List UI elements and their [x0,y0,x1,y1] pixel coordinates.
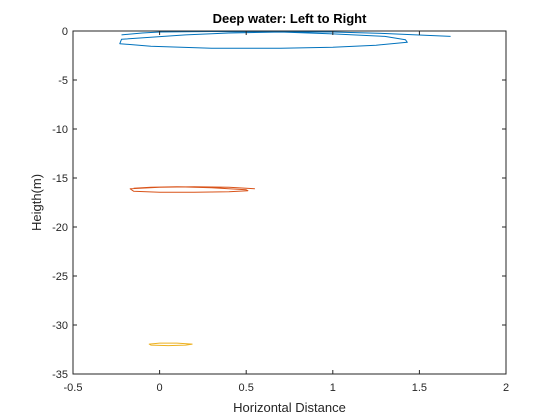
y-tick-label: -30 [52,320,68,332]
y-axis-label: Heigth(m) [29,174,44,231]
x-tick-label: 0.5 [239,382,254,394]
y-tick-label: 0 [62,26,68,38]
chart-title: Deep water: Left to Right [213,11,368,26]
ticks-layer: -0.5 0 0.5 1 1.5 2 0 -5 -10 -15 -20 -25 -30 -35 [52,26,509,394]
plot-area [73,31,506,374]
x-tick-label: 1 [330,382,336,394]
y-tick-label: -10 [52,124,68,136]
y-tick-label: -35 [52,369,68,381]
x-tick-label: -0.5 [64,382,83,394]
series-line-2 [129,186,255,193]
series-line-3 [148,342,193,347]
x-axis-label: Horizontal Distance [233,400,346,415]
y-tick-label: -5 [58,75,68,87]
x-tick-label: 1.5 [412,382,427,394]
axes-box [72,30,507,375]
y-tick-label: -20 [52,222,68,234]
x-tick-label: 2 [503,382,509,394]
x-tick-label: 0 [157,382,163,394]
y-tick-label: -25 [52,271,68,283]
y-tick-label: -15 [52,173,68,185]
